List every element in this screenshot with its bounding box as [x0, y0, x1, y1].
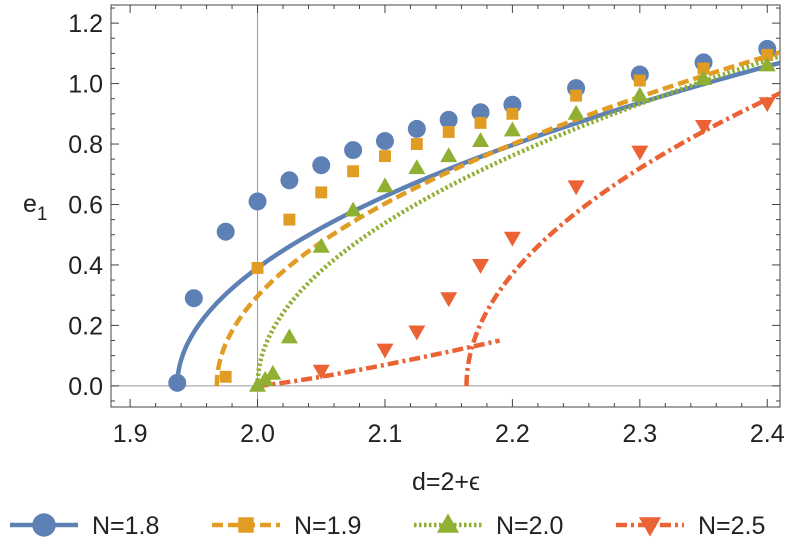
data-point-n-1-8 [344, 141, 363, 160]
data-point-n-1-9 [251, 262, 264, 274]
data-point-n-1-8 [312, 156, 331, 175]
data-point-n-2-0 [567, 104, 585, 120]
data-point-n-1-9 [219, 370, 232, 383]
data-point-n-2-0 [758, 56, 776, 72]
y-tick-label: 1.2 [68, 10, 103, 38]
data-point-n-1-8 [184, 289, 203, 308]
data-point-n-1-9 [379, 150, 391, 163]
y-tick-label: 0.4 [68, 252, 103, 280]
data-point-n-1-9 [506, 107, 519, 120]
data-point-n-1-9 [347, 165, 360, 178]
data-point-n-1-8 [375, 132, 394, 151]
data-point-n-1-9 [570, 89, 583, 102]
series-markers [168, 39, 777, 392]
plot-frame [110, 4, 781, 408]
data-point-n-2-5 [695, 119, 713, 135]
data-point-n-2-5 [312, 364, 330, 380]
data-point-n-2-0 [280, 328, 298, 344]
data-point-n-2-5 [503, 231, 521, 247]
series-curve-n-1-9 [214, 50, 780, 386]
data-point-n-2-5 [472, 258, 490, 274]
data-point-n-1-8 [280, 171, 299, 190]
data-point-n-1-9 [442, 125, 455, 138]
data-point-n-1-9 [697, 62, 710, 75]
y-axis-title-subscript: 1 [37, 204, 48, 225]
data-point-n-2-5 [758, 97, 776, 113]
series-curve-n-1-8 [175, 60, 780, 386]
series-curves [175, 50, 780, 389]
data-point-n-1-8 [407, 119, 426, 138]
x-tick-label: 2.0 [240, 420, 275, 448]
data-point-n-2-5 [440, 292, 458, 308]
data-point-n-2-5 [631, 145, 649, 161]
series-curve-n-2-0 [255, 54, 780, 386]
data-point-n-1-8 [471, 103, 490, 122]
x-tick-label: 1.9 [113, 420, 148, 448]
data-point-n-2-0 [631, 86, 649, 102]
legend-label-n-1-8: N=1.8 [92, 512, 159, 540]
y-tick-label: 0.6 [68, 191, 103, 219]
data-point-n-2-0 [695, 70, 713, 86]
data-point-n-1-9 [474, 116, 487, 129]
legend-label-n-1-9: N=1.9 [294, 512, 361, 540]
data-point-n-1-8 [439, 110, 458, 129]
data-point-n-2-0 [376, 177, 394, 193]
data-point-n-1-9 [283, 213, 296, 226]
data-point-n-1-9 [633, 74, 646, 87]
legend: N=1.8 N=1.9 N=2.0 N=2.5 [10, 512, 765, 540]
data-point-n-2-5 [408, 325, 426, 341]
data-point-n-1-8 [168, 373, 187, 392]
y-axis-title-main: e [23, 190, 37, 218]
legend-label-n-2-5: N=2.5 [698, 512, 765, 540]
y-tick-label: 1.0 [68, 71, 103, 99]
legend-marker-n-1-8 [32, 513, 56, 537]
x-tick-label: 2.4 [750, 420, 785, 448]
legend-marker-n-2-0 [436, 513, 460, 533]
x-tick-label: 2.1 [368, 420, 403, 448]
data-point-n-2-0 [408, 159, 426, 175]
y-tick-label: 0.2 [68, 312, 103, 340]
data-point-n-2-0 [440, 147, 458, 163]
x-axis-title: d=2+ϵ [412, 468, 480, 496]
data-point-n-2-0 [264, 364, 282, 380]
x-tick-label: 2.2 [495, 420, 530, 448]
data-point-n-2-0 [344, 201, 362, 217]
data-point-n-2-0 [312, 237, 330, 253]
data-point-n-2-0 [503, 121, 521, 137]
legend-marker-n-2-5 [638, 517, 662, 537]
y-axis-title: e1 [23, 190, 47, 225]
data-point-n-1-9 [410, 138, 423, 150]
legend-marker-n-1-9 [238, 517, 254, 533]
series-curve-n-2-5 [464, 91, 780, 386]
y-tick-label: 0.0 [68, 373, 103, 401]
data-point-n-2-5 [567, 180, 585, 196]
legend-label-n-2-0: N=2.0 [496, 512, 563, 540]
data-point-n-1-9 [315, 186, 328, 199]
x-tick-label: 2.3 [622, 420, 657, 448]
data-point-n-1-8 [248, 192, 267, 211]
data-point-n-1-9 [761, 48, 774, 61]
data-point-n-2-5 [376, 343, 394, 359]
axis-ticks: 1.9 2.0 2.1 2.2 2.3 2.4 0.0 0.2 0.4 0.6 0.8 1.0 1.2 [68, 5, 785, 448]
data-point-n-1-8 [216, 222, 235, 241]
data-point-n-2-0 [472, 132, 490, 147]
y-tick-label: 0.8 [68, 131, 103, 159]
